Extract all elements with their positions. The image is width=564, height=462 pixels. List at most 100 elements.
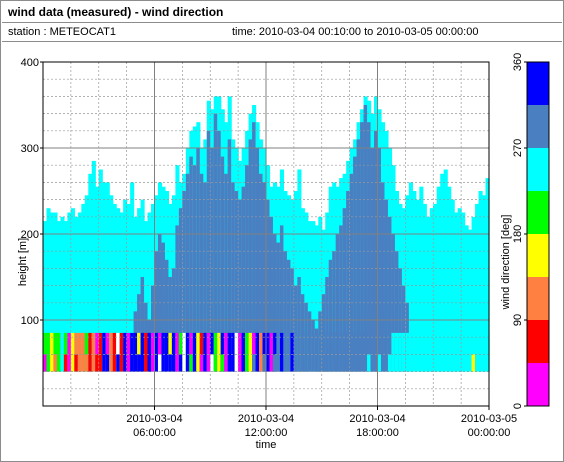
- heatmap-cell: [311, 221, 316, 372]
- heatmap-cell: [199, 354, 204, 372]
- heatmap-cell: [293, 191, 298, 372]
- heatmap-cell: [346, 332, 351, 372]
- heatmap-cell: [283, 354, 288, 372]
- heatmap-cell: [454, 212, 459, 372]
- heatmap-cell: [63, 332, 68, 372]
- info-bar: station : METEOCAT1 time: 2010-03-04 00:…: [2, 23, 562, 42]
- heatmap-cell: [175, 332, 180, 372]
- heatmap-cell: [304, 332, 309, 372]
- heatmap-cell: [429, 332, 434, 372]
- heatmap-cell: [98, 169, 103, 372]
- heatmap-cell: [140, 277, 145, 372]
- y-axis-ticks: 100 200 300 400: [21, 57, 43, 327]
- heatmap-cell: [398, 354, 403, 372]
- heatmap-cell: [461, 332, 466, 372]
- heatmap-cell: [109, 332, 114, 372]
- heatmap-cell: [67, 332, 72, 372]
- heatmap-cell: [171, 332, 177, 372]
- heatmap-cell: [255, 148, 260, 372]
- heatmap-cell: [46, 332, 51, 372]
- heatmap-cell: [283, 332, 288, 372]
- heatmap-cell: [213, 332, 218, 372]
- heatmap-cell: [199, 332, 204, 372]
- heatmap-cell: [332, 332, 337, 372]
- heatmap-cell: [401, 332, 406, 372]
- heatmap-cell: [415, 332, 420, 372]
- heatmap-cell: [356, 354, 361, 372]
- heatmap-cell: [314, 332, 319, 372]
- heatmap-cell: [290, 332, 295, 372]
- heatmap-cell: [248, 332, 253, 372]
- heatmap-cell: [461, 354, 466, 372]
- heatmap-cell: [415, 199, 420, 372]
- x-tick-label: 2010-03-04: [349, 413, 405, 425]
- heatmap-cell: [485, 332, 490, 372]
- heatmap-cell: [227, 139, 232, 372]
- heatmap-cell: [339, 332, 344, 372]
- colorbar-tick-label: 270: [512, 139, 524, 157]
- station-label: station : METEOCAT1: [8, 26, 116, 38]
- heatmap-cell: [53, 332, 58, 372]
- heatmap-cell: [262, 354, 267, 372]
- heatmap-cell: [318, 332, 323, 372]
- heatmap-cell: [297, 277, 302, 372]
- heatmap-cell: [370, 148, 375, 372]
- heatmap-cell: [471, 332, 476, 372]
- heatmap-cell: [426, 216, 431, 372]
- heatmap-cell: [482, 354, 487, 372]
- heatmap-cell: [168, 332, 173, 372]
- heatmap-cell: [119, 332, 124, 372]
- x-tick-label: 2010-03-05: [461, 413, 517, 425]
- heatmap-cell: [210, 148, 215, 372]
- heatmap-cell: [210, 332, 215, 372]
- y-tick-label: 400: [21, 57, 39, 69]
- heatmap-cell: [98, 332, 103, 372]
- heatmap-cell: [475, 203, 480, 372]
- heatmap-cell: [123, 199, 128, 372]
- heatmap-cell: [346, 191, 351, 372]
- heatmap-cell: [269, 216, 274, 372]
- heatmap-cell: [440, 173, 445, 372]
- heatmap-cell: [262, 332, 267, 372]
- heatmap-cell: [269, 332, 274, 372]
- x-tick-label: 06:00:00: [133, 427, 176, 439]
- heatmap-cell: [220, 354, 225, 372]
- heatmap-cell: [367, 122, 372, 372]
- heatmap-cell: [164, 332, 170, 372]
- heatmap-cell: [325, 277, 330, 372]
- heatmap-cell: [49, 332, 55, 372]
- heatmap-cell: [224, 173, 229, 372]
- heatmap-cell: [147, 212, 152, 372]
- heatmap-cell: [220, 156, 225, 372]
- x-tick-label: 12:00:00: [245, 427, 288, 439]
- heatmap-cell: [412, 332, 417, 372]
- heatmap-cell: [297, 332, 302, 372]
- chart-title: wind data (measured) - wind direction: [8, 5, 224, 19]
- heatmap-cell: [443, 169, 448, 372]
- heatmap-cell: [286, 259, 291, 372]
- heatmap-cell: [88, 173, 93, 372]
- heatmap-cell: [304, 212, 309, 372]
- heatmap-cell: [43, 221, 48, 372]
- heatmap-cell: [77, 212, 82, 372]
- heatmap-cell: [74, 332, 79, 372]
- heatmap-cell: [408, 182, 413, 372]
- heatmap-cell: [482, 195, 487, 372]
- heatmap-cell: [53, 354, 58, 372]
- colorbar-band: [527, 148, 549, 191]
- colorbar-band: [527, 277, 549, 320]
- heatmap-cell: [262, 182, 267, 372]
- heatmap-cell: [335, 354, 340, 372]
- heatmap-cell: [154, 251, 159, 372]
- colorbar-band: [527, 62, 549, 105]
- heatmap-cell: [178, 354, 183, 372]
- heatmap-cell: [203, 182, 208, 372]
- heatmap-cell: [95, 332, 100, 372]
- heatmap-cell: [95, 354, 100, 372]
- colorbar-tick-label: 90: [512, 314, 524, 326]
- heatmap-cell: [105, 182, 110, 372]
- heatmap-cell: [140, 332, 145, 372]
- heatmap-cell: [109, 195, 114, 372]
- heatmap-cell: [185, 332, 190, 372]
- heatmap-cell: [241, 332, 246, 372]
